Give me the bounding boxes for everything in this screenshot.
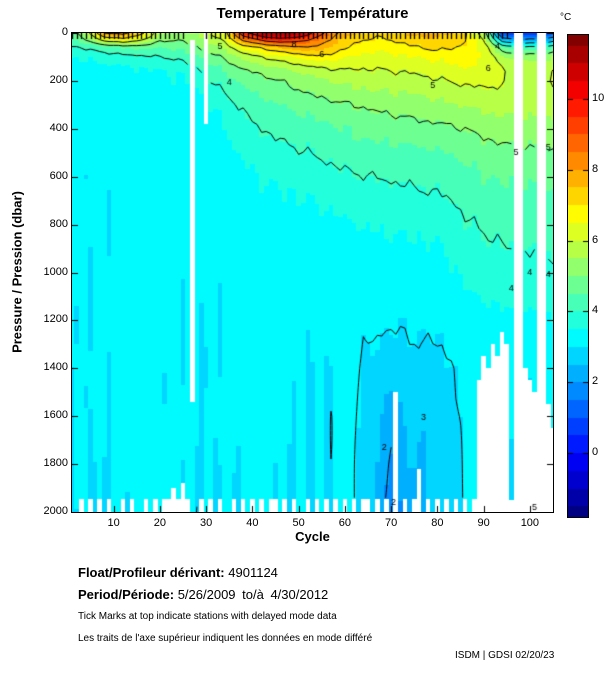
plot-title: Temperature | Température <box>216 5 409 22</box>
y-tick-label: 1400 <box>43 361 68 374</box>
float-line: Float/Profileur dérivant: 4901124 <box>78 562 372 584</box>
temperature-field-canvas <box>72 33 553 512</box>
credit: ISDM | GDSI 02/20/23 <box>455 650 555 661</box>
y-tick-label: 1200 <box>43 313 68 326</box>
colorbar-tick-label: 4 <box>592 304 599 317</box>
colorbar-unit-label: °C <box>560 12 572 23</box>
y-tick-label: 800 <box>49 217 68 230</box>
x-tick-label: 10 <box>107 517 120 529</box>
colorbar-tick-label: 8 <box>592 162 599 175</box>
period-label: Period/Période: <box>78 587 175 602</box>
period-line: Period/Période: 5/26/2009 to/à 4/30/2012 <box>78 584 372 606</box>
x-tick-label: 50 <box>292 517 305 529</box>
y-tick-label: 1800 <box>43 457 68 470</box>
note-en: Tick Marks at top indicate stations with… <box>78 611 337 622</box>
float-label: Float/Profileur dérivant: <box>78 565 225 580</box>
x-tick-label: 90 <box>477 517 490 529</box>
x-tick-label: 80 <box>431 517 444 529</box>
period-value: 5/26/2009 to/à 4/30/2012 <box>177 587 329 602</box>
y-tick-label: 400 <box>49 121 68 134</box>
x-tick-label: 70 <box>385 517 398 529</box>
x-tick-label: 100 <box>520 517 540 529</box>
x-tick-label: 30 <box>200 517 213 529</box>
y-tick-label: 0 <box>61 26 68 38</box>
y-tick-label: 600 <box>49 169 68 182</box>
colorbar-tick-label: 10 <box>592 91 605 104</box>
float-value: 4901124 <box>228 565 278 580</box>
x-tick-label: 60 <box>338 517 351 529</box>
y-tick-label: 2000 <box>43 505 68 517</box>
colorbar-tick-label: 0 <box>592 446 599 459</box>
plot-area <box>71 32 554 513</box>
y-axis-label: Pressure / Pression (dbar) <box>9 191 25 353</box>
x-tick-label: 40 <box>246 517 259 529</box>
colorbar-canvas <box>568 35 588 517</box>
x-axis-label: Cycle <box>295 529 330 544</box>
colorbar-tick-label: 6 <box>592 233 599 246</box>
colorbar <box>567 34 589 518</box>
y-tick-label: 200 <box>49 73 68 86</box>
x-tick-label: 20 <box>153 517 166 529</box>
note-fr: Les traits de l'axe supérieur indiquent … <box>78 633 373 644</box>
y-tick-label: 1000 <box>43 265 68 278</box>
y-tick-label: 1600 <box>43 409 68 422</box>
footer: Float/Profileur dérivant: 4901124 Period… <box>78 562 372 650</box>
colorbar-tick-label: 2 <box>592 375 599 388</box>
